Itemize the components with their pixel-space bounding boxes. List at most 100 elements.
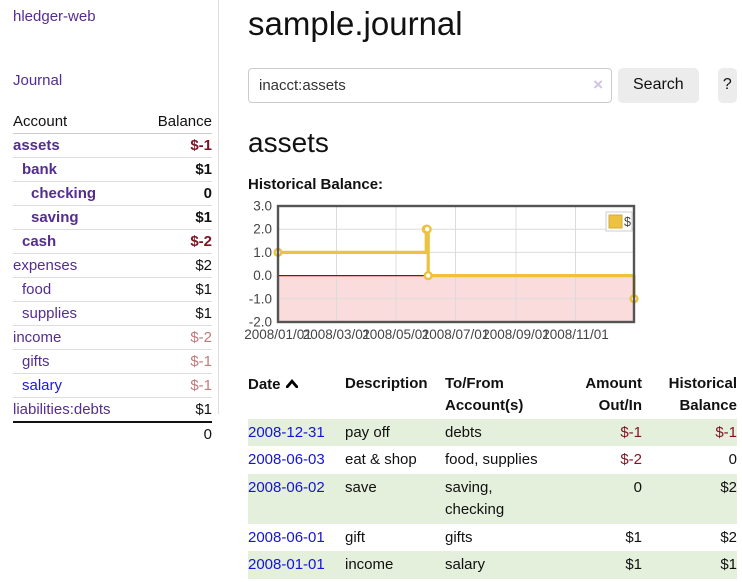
transaction-row: 2008-06-03 eat & shop food, supplies $-2 0 (248, 446, 737, 474)
help-button[interactable]: ? (717, 67, 737, 103)
account-link[interactable]: liabilities:debts (13, 401, 111, 418)
sidebar-item-journal[interactable]: Journal (13, 72, 63, 89)
account-balance: $-2 (145, 229, 212, 254)
account-row: bank $1 (13, 157, 212, 182)
transaction-accounts: gifts (445, 528, 473, 546)
y-axis-tick-label: 3.0 (253, 199, 272, 214)
transaction-description: pay off (345, 423, 390, 441)
legend-label: $ (624, 215, 631, 229)
data-point (423, 271, 433, 281)
transaction-balance: $-1 (715, 423, 737, 441)
transaction-amount: $1 (625, 528, 642, 546)
account-row: supplies $1 (13, 301, 212, 326)
transaction-amount: $1 (625, 556, 642, 574)
account-row: saving $1 (13, 205, 212, 230)
transaction-accounts: salary (445, 556, 486, 574)
sort-ascending-icon (285, 373, 298, 395)
account-balance: $1 (145, 157, 212, 182)
transaction-date-link[interactable]: 2008-06-03 (248, 451, 325, 469)
account-balance: $2 (145, 253, 212, 278)
transaction-amount: $-1 (620, 423, 642, 441)
balance-column-header[interactable]: Historical Balance (668, 375, 737, 414)
transaction-balance: $1 (720, 556, 737, 574)
account-row: income $-2 (13, 325, 212, 350)
transaction-date-link[interactable]: 2008-06-02 (248, 479, 325, 497)
accounts-table-header: Account Balance (13, 110, 212, 134)
balance-column-header: Balance (145, 110, 212, 134)
accounts-total-balance: 0 (145, 421, 212, 446)
y-axis-tick-label: -2.0 (249, 315, 272, 330)
transaction-row: 2008-06-02 save saving, checking 0 $2 (248, 474, 737, 524)
y-axis-tick-label: 1.0 (253, 245, 272, 260)
account-balance: $-1 (145, 373, 212, 398)
accounts-column-header[interactable]: To/From Account(s) (445, 375, 524, 414)
account-row: expenses $2 (13, 253, 212, 278)
account-link[interactable]: gifts (22, 353, 50, 370)
account-link[interactable]: saving (31, 209, 79, 226)
account-balance: $1 (145, 301, 212, 326)
transaction-row: 2008-12-31 pay off debts $-1 $-1 (248, 418, 737, 447)
account-balance: $1 (145, 397, 212, 423)
transaction-row: 2008-06-01 gift gifts $1 $2 (248, 524, 737, 552)
historical-balance-chart: $3.0 2.0 1.0 0.0 -1.0 -2.0 2008/01/01 2008/03/0… (244, 199, 737, 350)
account-link[interactable]: cash (22, 233, 57, 250)
account-balance: $1 (145, 277, 212, 302)
transaction-description: income (345, 556, 394, 574)
x-axis-tick-label: 2008/11/01 (542, 327, 609, 342)
account-link[interactable]: expenses (13, 257, 78, 274)
account-column-header: Account (13, 110, 145, 134)
account-row: salary $-1 (13, 373, 212, 398)
register-table: Date Description To/From Account(s) Amou… (248, 371, 737, 580)
transaction-balance: 0 (728, 451, 737, 469)
x-axis-tick-label: 2008/05/01 (362, 327, 430, 342)
register-table-header: Date Description To/From Account(s) Amou… (248, 371, 737, 419)
x-axis-tick-label: 2008/07/01 (422, 327, 490, 342)
account-link[interactable]: food (22, 281, 52, 298)
transaction-amount: 0 (633, 479, 642, 497)
date-column-header[interactable]: Date (248, 371, 345, 419)
transaction-date-link[interactable]: 2008-06-01 (248, 528, 325, 546)
data-point (422, 224, 432, 234)
account-link[interactable]: salary (22, 377, 63, 394)
account-link[interactable]: income (13, 329, 62, 346)
transaction-balance: $2 (720, 528, 737, 546)
transaction-row: 2008-01-01 income salary $1 $1 (248, 551, 737, 580)
account-link[interactable]: checking (31, 185, 97, 202)
transaction-description: gift (345, 528, 366, 546)
chart-title: Historical Balance: (248, 176, 384, 194)
y-axis-tick-label: -1.0 (249, 291, 272, 306)
account-balance: $1 (145, 205, 212, 230)
transaction-date-link[interactable]: 2008-01-01 (248, 556, 325, 574)
transaction-balance: $2 (720, 479, 737, 497)
transaction-accounts: saving, checking (445, 479, 505, 518)
sidebar: hledger-web Journal Account Balance asse… (0, 0, 219, 446)
legend-swatch (608, 214, 623, 229)
account-row: cash $-2 (13, 229, 212, 254)
search-button[interactable]: Search (618, 67, 699, 103)
transaction-accounts: food, supplies (445, 451, 538, 469)
chart-border (276, 204, 636, 324)
app-brand-link[interactable]: hledger-web (13, 8, 96, 25)
clear-search-icon[interactable]: × (593, 74, 603, 94)
page-title: sample.journal (248, 5, 463, 42)
transaction-description: eat & shop (345, 451, 417, 469)
search-form: × Search ? (248, 67, 737, 103)
accounts-table: Account Balance assets $-1 bank $1 checking 0… (13, 110, 212, 446)
y-axis-tick-label: 2.0 (253, 222, 272, 237)
account-row: checking 0 (13, 181, 212, 206)
search-input[interactable] (248, 67, 612, 103)
accounts-total-row: 0 (13, 421, 212, 446)
x-axis-tick-label: 2008/09/01 (482, 327, 550, 342)
transaction-date-link[interactable]: 2008-12-31 (248, 423, 325, 441)
account-link[interactable]: bank (22, 161, 58, 178)
account-balance: 0 (145, 181, 212, 206)
account-link[interactable]: supplies (22, 305, 78, 322)
account-row: food $1 (13, 277, 212, 302)
account-link[interactable]: assets (13, 137, 60, 154)
transaction-description: save (345, 479, 377, 497)
amount-column-header[interactable]: Amount Out/In (585, 375, 642, 414)
description-column-header[interactable]: Description (345, 375, 428, 393)
main-content: sample.journal × Search ? assets Histori… (244, 0, 737, 580)
transaction-amount: $-2 (620, 451, 642, 469)
x-axis-tick-label: 2008/03/01 (303, 327, 371, 342)
